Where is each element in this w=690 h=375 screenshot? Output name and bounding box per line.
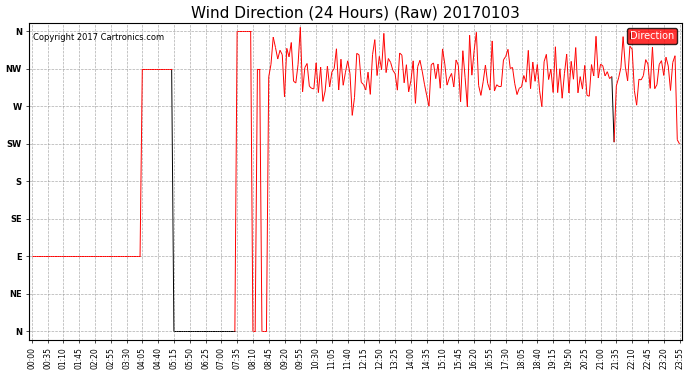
Text: Copyright 2017 Cartronics.com: Copyright 2017 Cartronics.com (32, 33, 164, 42)
Legend: Direction: Direction (627, 28, 677, 44)
Title: Wind Direction (24 Hours) (Raw) 20170103: Wind Direction (24 Hours) (Raw) 20170103 (191, 6, 520, 21)
